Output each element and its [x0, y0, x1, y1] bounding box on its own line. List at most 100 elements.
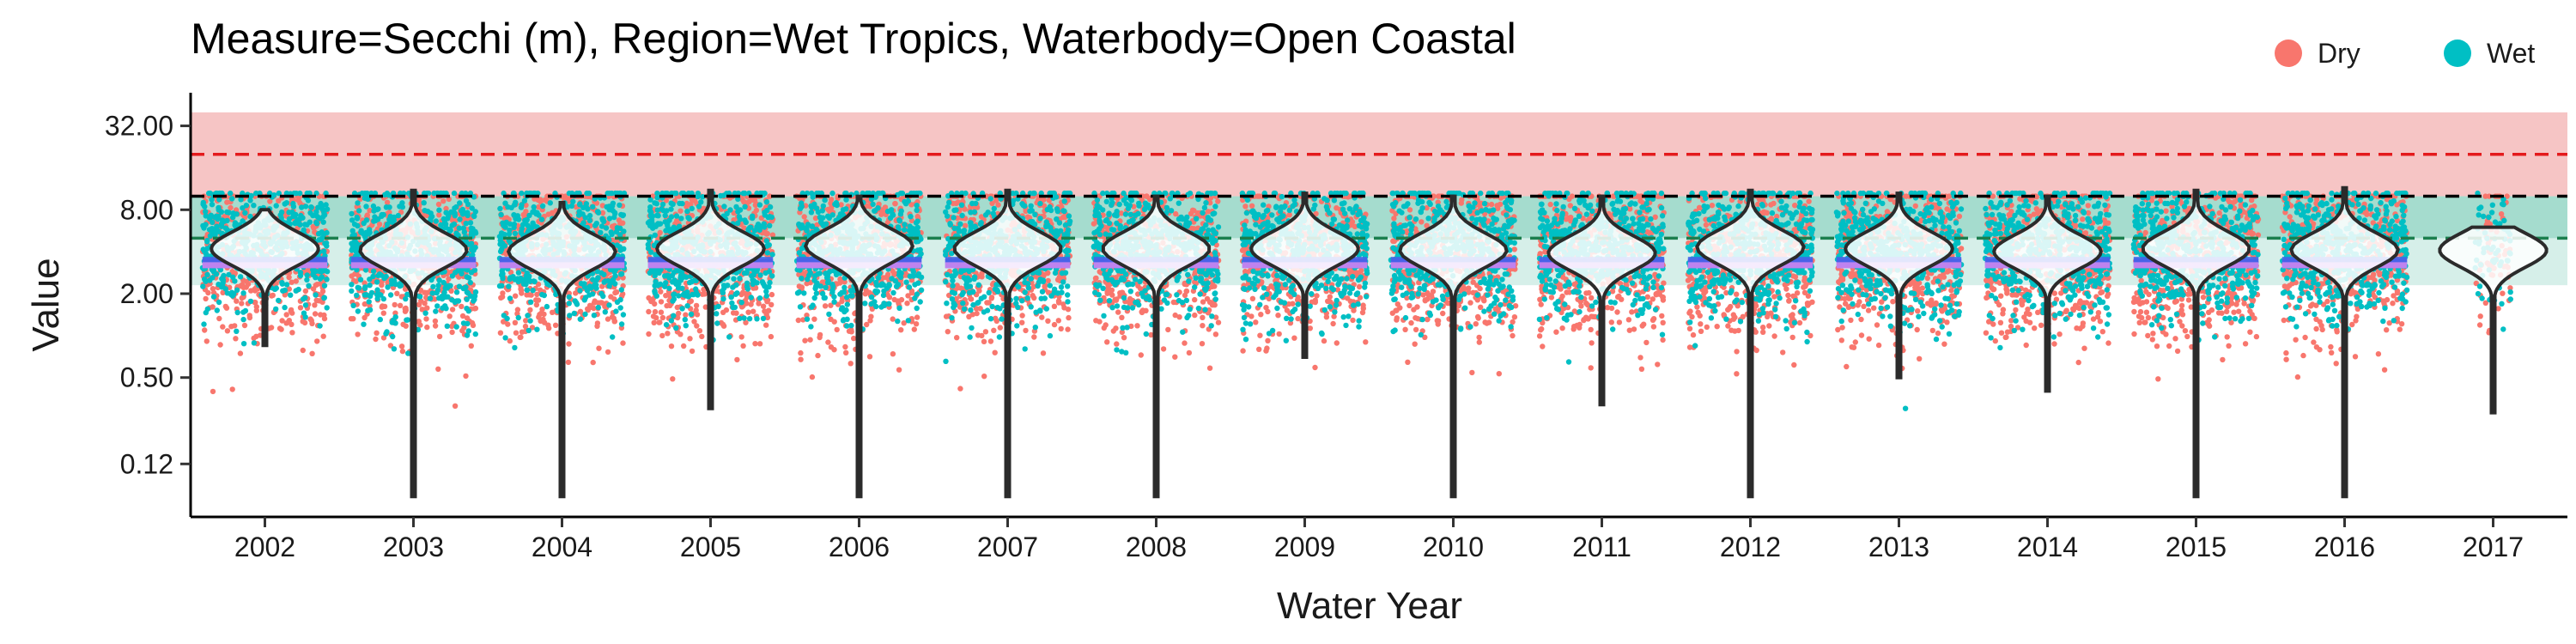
data-point-dry [293, 278, 299, 284]
data-point-wet [686, 216, 692, 222]
data-point-dry [459, 303, 465, 310]
data-point-wet [398, 283, 404, 289]
data-point-wet [685, 294, 691, 300]
data-point-wet [449, 297, 455, 303]
data-point-dry [652, 301, 658, 307]
data-point-dry [253, 307, 259, 313]
data-point-wet [645, 220, 652, 226]
data-point-wet [216, 282, 222, 288]
data-point-wet [620, 312, 627, 318]
data-point-dry [862, 291, 868, 297]
data-point-dry [229, 386, 235, 392]
data-point-wet [224, 209, 230, 216]
data-point-wet [907, 273, 914, 279]
data-point-wet [599, 217, 606, 223]
data-point-wet [544, 303, 550, 310]
data-point-wet [240, 309, 246, 315]
data-point-dry [449, 329, 455, 336]
data-point-wet [374, 279, 380, 285]
data-point-wet [829, 289, 835, 295]
data-point-wet [528, 299, 534, 305]
data-point-wet [210, 294, 217, 300]
data-point-wet [757, 272, 763, 278]
data-point-wet [367, 307, 374, 313]
data-point-wet [870, 201, 876, 208]
data-point-wet [611, 210, 618, 216]
data-point-wet [620, 212, 626, 219]
data-point-wet [714, 311, 720, 317]
data-point-dry [751, 197, 758, 204]
data-point-wet [224, 290, 230, 296]
data-point-wet [539, 291, 545, 298]
data-point-dry [533, 301, 540, 308]
data-point-dry [402, 308, 409, 314]
data-point-wet [727, 207, 733, 213]
data-point-dry [565, 359, 572, 366]
data-point-wet [361, 195, 368, 201]
data-point-wet [530, 220, 536, 226]
data-point-wet [645, 246, 652, 252]
data-point-wet [726, 334, 732, 340]
data-point-wet [234, 309, 240, 316]
data-point-dry [752, 341, 758, 347]
data-point-dry [539, 307, 545, 313]
data-point-wet [399, 204, 405, 210]
data-point-dry [566, 341, 572, 347]
data-point-wet [248, 192, 254, 199]
data-point-dry [763, 322, 769, 328]
data-point-wet [663, 280, 669, 286]
data-point-wet [736, 214, 743, 220]
data-point-wet [601, 279, 607, 285]
data-point-wet [720, 295, 726, 302]
data-point-wet [748, 295, 754, 301]
data-point-wet [652, 200, 658, 206]
data-point-dry [204, 338, 210, 344]
data-point-wet [471, 298, 477, 304]
data-point-wet [750, 215, 756, 222]
data-point-dry [766, 307, 772, 313]
data-point-dry [507, 337, 513, 344]
data-point-wet [742, 217, 748, 223]
data-point-wet [240, 341, 247, 347]
data-point-wet [386, 204, 392, 210]
data-point-wet [273, 285, 279, 291]
data-point-dry [286, 274, 292, 281]
data-point-wet [355, 222, 361, 229]
data-point-wet [917, 299, 923, 305]
data-point-wet [313, 209, 319, 215]
data-point-wet [438, 222, 444, 228]
data-point-wet [304, 276, 310, 283]
data-point-wet [732, 304, 738, 311]
data-point-wet [750, 271, 757, 278]
data-point-dry [540, 316, 546, 323]
data-point-wet [386, 216, 392, 222]
data-point-dry [436, 212, 442, 218]
data-point-wet [204, 239, 210, 245]
data-point-wet [321, 266, 328, 273]
data-point-wet [323, 240, 330, 246]
data-point-dry [545, 322, 551, 328]
data-point-wet [210, 269, 216, 275]
data-point-wet [673, 213, 680, 219]
data-point-dry [764, 230, 770, 237]
data-point-wet [212, 232, 218, 238]
data-point-wet [593, 282, 599, 289]
data-point-wet [760, 315, 767, 322]
data-point-wet [675, 285, 682, 291]
data-point-wet [761, 221, 767, 227]
data-point-wet [671, 269, 677, 276]
data-point-wet [799, 276, 805, 282]
data-point-wet [683, 323, 689, 329]
data-point-wet [251, 340, 258, 346]
data-point-wet [356, 208, 362, 214]
data-point-wet [240, 205, 246, 211]
data-point-wet [735, 209, 741, 215]
data-point-wet [608, 279, 614, 286]
data-point-dry [432, 323, 439, 329]
data-point-wet [234, 211, 240, 217]
data-point-wet [356, 285, 362, 291]
data-point-dry [224, 328, 231, 334]
data-point-wet [207, 216, 213, 222]
data-point-wet [688, 311, 695, 318]
data-point-wet [247, 213, 253, 220]
